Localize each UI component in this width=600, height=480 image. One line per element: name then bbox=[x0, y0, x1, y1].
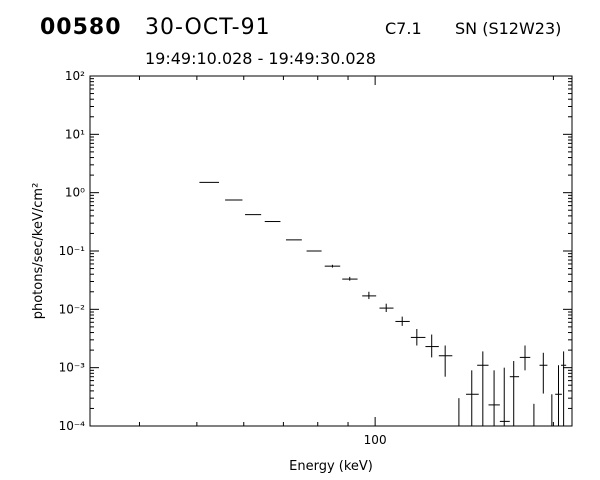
y-tick-label: 10⁰ bbox=[65, 186, 85, 200]
x-tick-labels: 100 bbox=[364, 433, 387, 447]
time-range: 19:49:10.028 - 19:49:30.028 bbox=[145, 49, 376, 68]
data-point bbox=[453, 398, 467, 427]
data-point bbox=[362, 291, 377, 300]
data-point bbox=[324, 264, 341, 268]
y-tick-labels: 10² 10¹ 10⁰ 10⁻¹ 10⁻² 10⁻³ 10⁻⁴ bbox=[59, 69, 86, 433]
y-tick-label: 10⁻⁴ bbox=[59, 419, 86, 433]
data-point bbox=[509, 361, 520, 426]
y-axis-label: photons/sec/keV/cm² bbox=[31, 183, 46, 320]
axis-ticks bbox=[90, 75, 572, 427]
y-tick-label: 10² bbox=[65, 69, 85, 83]
data-point bbox=[438, 345, 453, 377]
plot-frame bbox=[89, 75, 573, 427]
y-tick-label: 10⁻¹ bbox=[59, 244, 86, 258]
y-tick-label: 10¹ bbox=[65, 127, 85, 141]
data-point bbox=[379, 303, 394, 313]
data-point bbox=[530, 403, 538, 427]
data-point bbox=[499, 367, 510, 426]
flare-location: SN (S12W23) bbox=[455, 19, 562, 38]
data-point bbox=[477, 351, 489, 426]
event-date: 30-OCT-91 bbox=[145, 15, 271, 40]
data-point bbox=[342, 276, 358, 281]
event-id: 00580 bbox=[40, 15, 122, 40]
y-tick-label: 10⁻³ bbox=[59, 361, 86, 375]
data-point bbox=[466, 370, 479, 426]
data-points bbox=[199, 181, 567, 427]
y-tick-label: 10⁻² bbox=[59, 302, 86, 316]
data-point bbox=[410, 329, 426, 346]
data-point bbox=[547, 394, 557, 427]
data-point bbox=[539, 352, 548, 394]
data-point bbox=[488, 370, 500, 426]
x-tick-label: 100 bbox=[364, 433, 387, 447]
data-point bbox=[561, 351, 567, 426]
data-point bbox=[519, 345, 531, 371]
data-point bbox=[425, 334, 439, 358]
data-point bbox=[555, 365, 562, 426]
data-point bbox=[395, 316, 410, 326]
goes-class: C7.1 bbox=[385, 19, 422, 38]
x-axis-label: Energy (keV) bbox=[289, 459, 373, 474]
